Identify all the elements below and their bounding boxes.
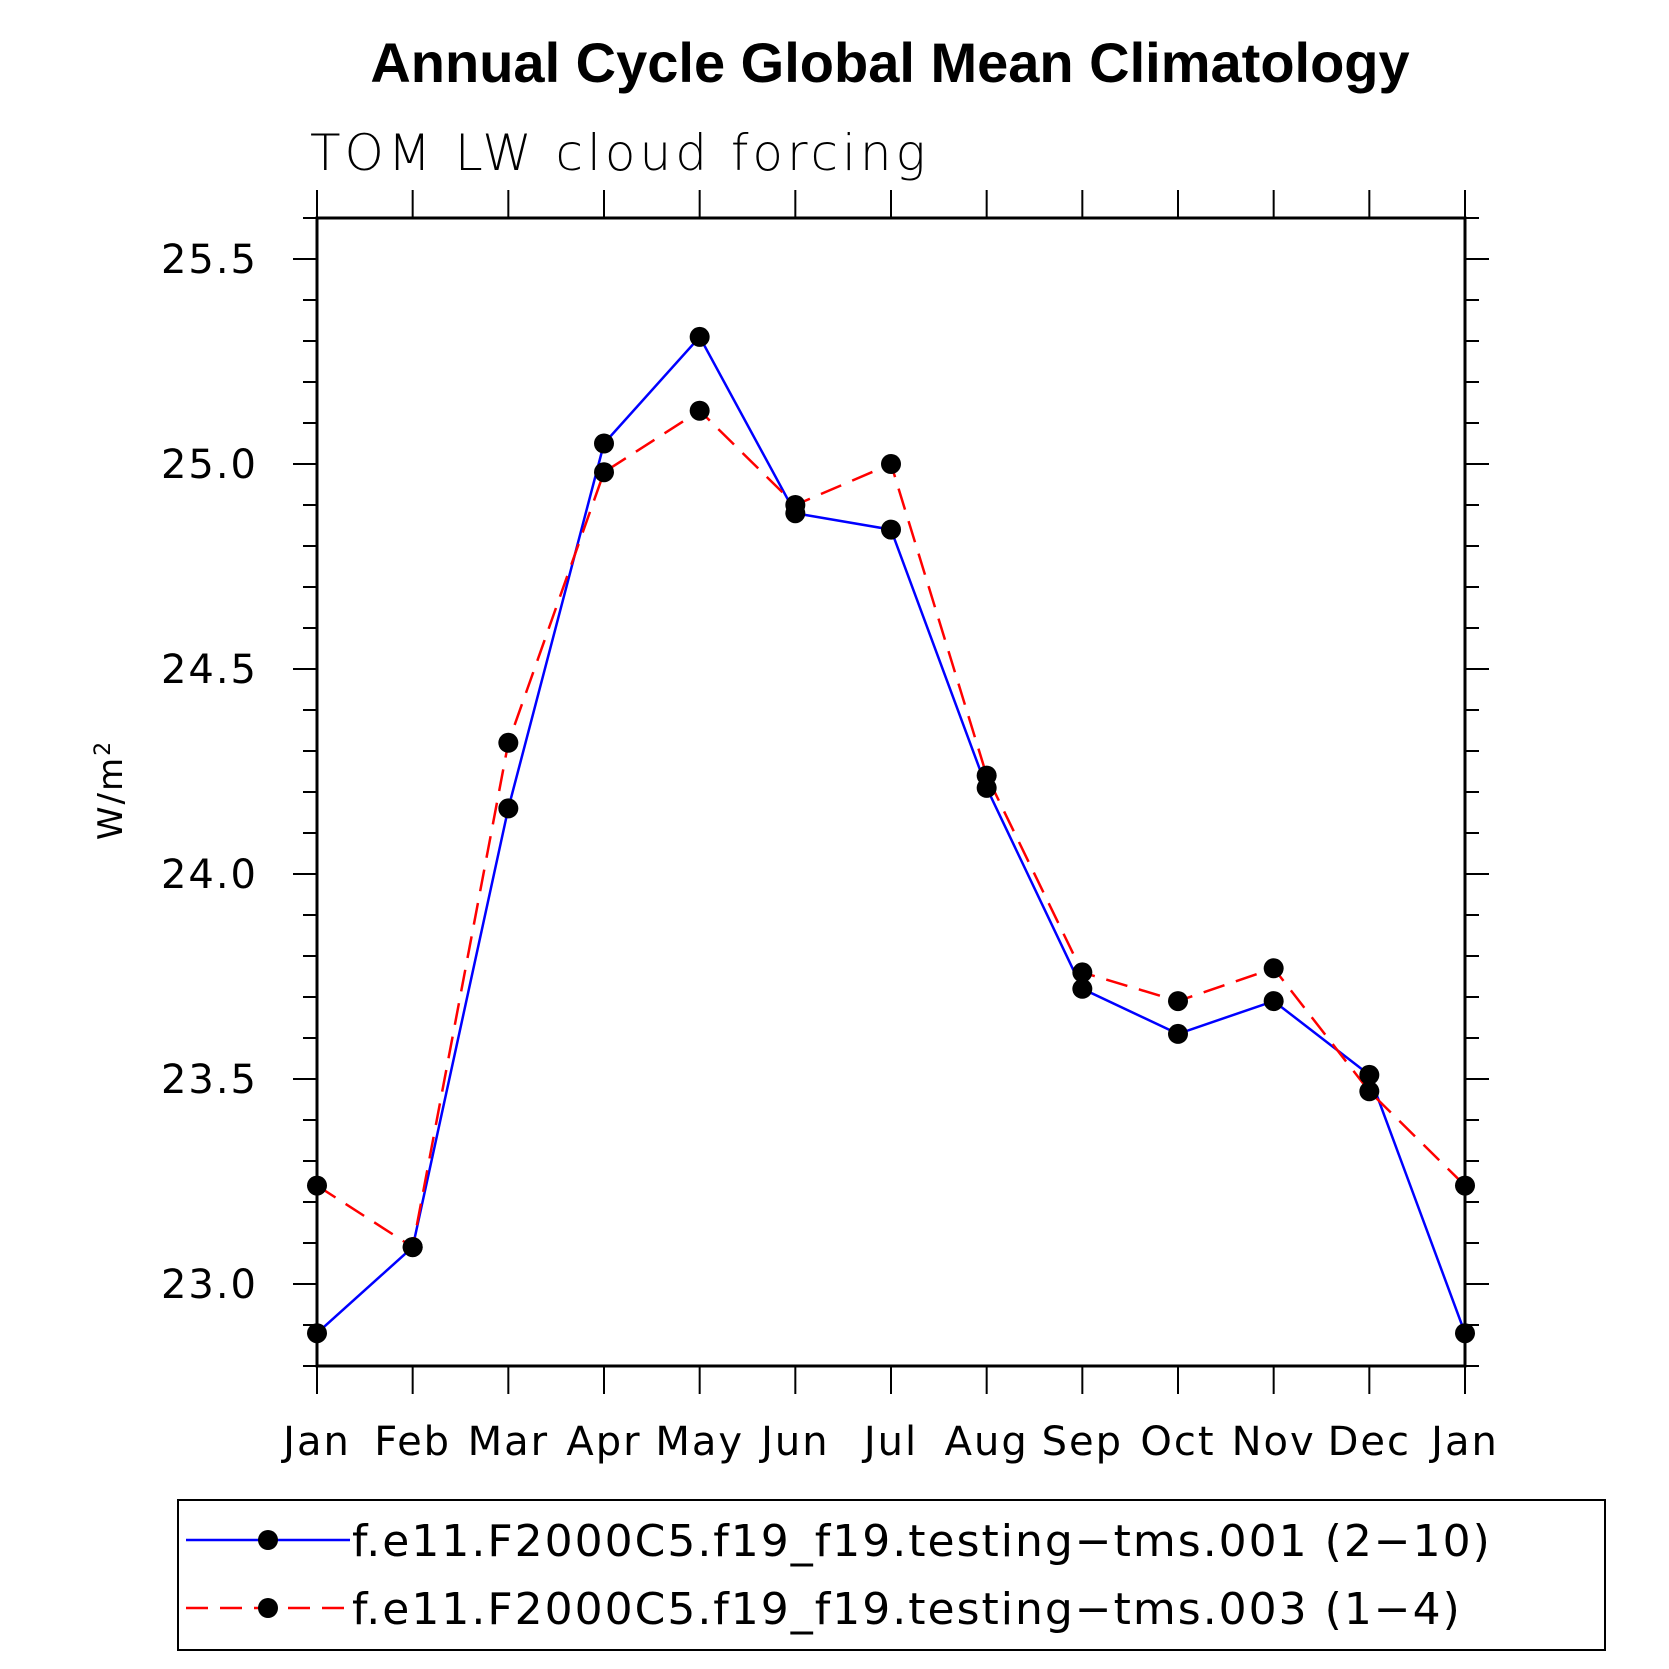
data-point (1359, 1081, 1380, 1102)
x-tick-label: Nov (1232, 1419, 1316, 1465)
data-point (498, 798, 519, 819)
data-markers (307, 326, 1475, 1344)
data-point (1168, 991, 1188, 1012)
y-tick-labels: 23.0 23.5 24.0 24.5 25.0 25.5 (161, 237, 258, 1308)
y-tick-label: 24.5 (161, 647, 258, 693)
x-tick-label: Oct (1140, 1419, 1215, 1465)
data-point (1359, 1064, 1380, 1085)
x-tick-labels: Jan Feb Mar Apr May Jun Jul Aug Sep Oct Nov Dec Jan (280, 1419, 1499, 1465)
x-tick-label: Jan (280, 1419, 351, 1465)
x-tick-label: Jul (861, 1419, 918, 1465)
data-point (976, 765, 997, 786)
axis-ticks (293, 190, 1489, 1394)
legend-marker (258, 1598, 278, 1618)
x-tick-label: Apr (566, 1419, 641, 1465)
y-tick-label: 24.0 (161, 852, 258, 898)
legend-label: f.e11.F2000C5.f19_f19.testing−tms.003 (1… (352, 1584, 1462, 1635)
legend-box (177, 1499, 1606, 1651)
y-tick-label: 23.5 (161, 1057, 258, 1103)
y-tick-label: 23.0 (161, 1262, 258, 1308)
x-tick-label: Dec (1328, 1419, 1411, 1465)
data-point (881, 519, 901, 540)
x-tick-label: Jan (1428, 1419, 1499, 1465)
chart-subtitle: TOM LW cloud forcing (310, 124, 930, 182)
chart-title: Annual Cycle Global Mean Climatology (370, 31, 1409, 94)
data-point (689, 326, 710, 347)
data-point (689, 400, 710, 421)
y-tick-label: 25.5 (161, 237, 258, 283)
legend-label: f.e11.F2000C5.f19_f19.testing−tms.001 (2… (352, 1516, 1492, 1567)
data-point (498, 732, 519, 753)
series-lines (316, 334, 1467, 1335)
x-tick-label: Sep (1042, 1419, 1123, 1465)
data-point (1072, 962, 1093, 983)
legend-marker (258, 1530, 278, 1550)
data-point (881, 454, 901, 474)
x-tick-label: Feb (374, 1419, 451, 1465)
legend: f.e11.F2000C5.f19_f19.testing−tms.001 (2… (177, 1499, 1606, 1651)
data-point (1072, 978, 1093, 999)
data-point (785, 495, 806, 515)
series-line (316, 334, 1467, 1335)
data-point (594, 462, 614, 483)
y-tick-label: 25.0 (161, 442, 258, 488)
x-tick-label: May (655, 1419, 744, 1465)
data-point (1263, 991, 1284, 1012)
x-tick-label: Mar (468, 1419, 549, 1465)
data-point (402, 1237, 423, 1258)
data-point (1168, 1023, 1188, 1044)
plot-frame (315, 216, 1467, 1368)
data-point (594, 433, 614, 454)
x-tick-label: Jun (758, 1419, 830, 1465)
data-point (1263, 958, 1284, 979)
y-axis-label: W/m2 (91, 740, 132, 840)
x-tick-label: Aug (945, 1419, 1029, 1465)
